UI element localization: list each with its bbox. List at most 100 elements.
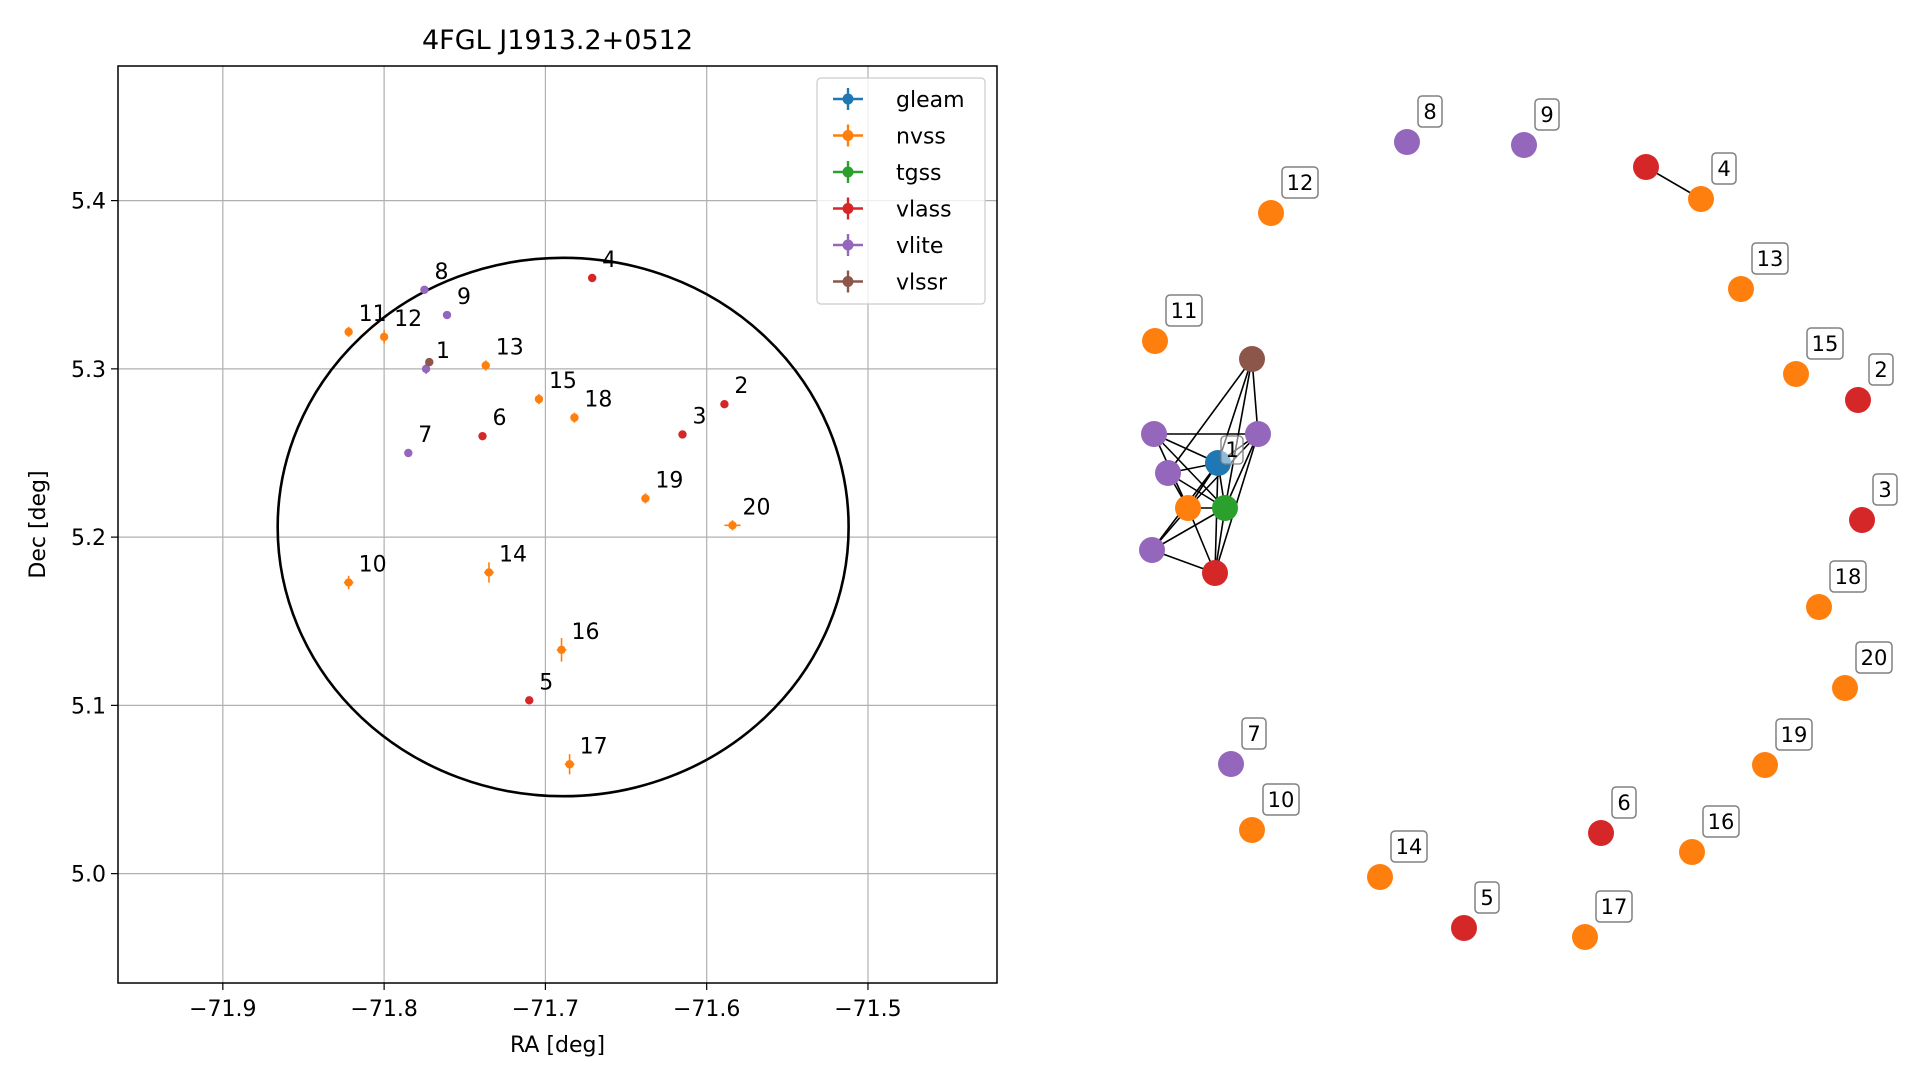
graph-node-vlite (1245, 421, 1271, 447)
node-label-text: 9 (1540, 103, 1553, 127)
point-nvss (556, 638, 567, 662)
legend-label: tgss (896, 161, 942, 186)
point-vlite (420, 285, 429, 294)
legend-entry-vlass: vlass (833, 197, 952, 223)
node-label: 3 (1872, 473, 1898, 506)
point-marker (678, 430, 687, 439)
x-axis-ticks: −71.9 −71.8 −71.7 −71.6 −71.5 (189, 983, 902, 1022)
node-label-text: 20 (1861, 646, 1888, 670)
point-marker (484, 568, 494, 577)
legend-label: vlssr (896, 271, 948, 296)
legend-marker (842, 276, 854, 287)
graph-edge (1151, 507, 1226, 551)
node-label: 2 (1868, 353, 1894, 386)
point-nvss (724, 520, 741, 531)
graph-node-nvss (1688, 186, 1714, 212)
point-marker (478, 431, 487, 441)
graph-node-vlass (1202, 560, 1228, 586)
y-tick-label: 5.0 (71, 863, 106, 888)
point-marker (481, 361, 490, 370)
graph-node-vlite (1139, 537, 1165, 563)
node-label: 7 (1241, 717, 1267, 750)
point-label: 2 (734, 374, 748, 399)
y-axis-title: Dec [deg] (26, 470, 51, 578)
point-marker (404, 448, 413, 458)
point-vlass (478, 431, 487, 441)
node-label-text: 12 (1287, 171, 1314, 195)
y-tick-label: 5.4 (71, 190, 106, 215)
node-label-text: 19 (1781, 723, 1808, 747)
point-marker (565, 760, 574, 769)
node-label-box (1595, 890, 1633, 923)
point-label: 3 (692, 404, 706, 429)
node-label-box (1281, 166, 1319, 199)
node-label: 15 (1806, 327, 1844, 360)
graph-node-vlite (1394, 129, 1420, 155)
graph-node-vlite (1141, 421, 1167, 447)
node-label: 11 (1165, 294, 1203, 327)
node-label-text: 16 (1708, 810, 1735, 834)
point-label: 7 (418, 423, 432, 448)
point-marker (525, 696, 534, 705)
node-label: 4 (1711, 152, 1737, 185)
legend-marker (842, 93, 854, 105)
node-label-box (1868, 353, 1894, 386)
node-label-box (1262, 783, 1300, 816)
graph-node-nvss (1239, 817, 1265, 843)
graph-edge (1214, 462, 1219, 574)
graph-node-vlite (1155, 460, 1181, 486)
node-label-text: 13 (1757, 247, 1784, 271)
point-nvss (534, 394, 544, 405)
y-tick-label: 5.2 (71, 526, 106, 551)
legend-label: vlite (896, 234, 943, 259)
point-vlass (587, 273, 597, 283)
node-label: 17 (1595, 890, 1633, 923)
node-label-text: 2 (1874, 358, 1887, 382)
node-label-text: 8 (1423, 100, 1436, 124)
point-label: 16 (572, 620, 600, 645)
node-label-box (1711, 152, 1737, 185)
point-marker (728, 521, 737, 530)
node-label-text: 3 (1878, 478, 1891, 502)
chart-title: 4FGL J1913.2+0512 (422, 25, 693, 56)
point-vlite (421, 363, 431, 374)
point-label: 9 (457, 285, 471, 310)
point-marker (421, 364, 431, 374)
graph-edge (1224, 433, 1259, 509)
node-label-box (1241, 717, 1267, 750)
graph-node-nvss (1175, 495, 1201, 521)
node-label-box (1611, 786, 1637, 819)
point-label: 10 (359, 553, 387, 578)
legend-entry-tgss: tgss (833, 161, 942, 186)
point-label: 1 (436, 339, 450, 364)
node-label: 14 (1390, 830, 1428, 863)
node-label: 20 (1855, 641, 1893, 674)
x-axis-title: RA [deg] (510, 1033, 605, 1058)
node-label-box (1775, 718, 1813, 751)
localization-ellipse (276, 256, 850, 798)
plot-frame (117, 65, 998, 984)
graph-edge (1153, 433, 1226, 509)
node-label: 19 (1775, 718, 1813, 751)
network-panel: 2 3 4 5 6 7 8 9 10 11 12 13 14 15 16 17 18 19 20 1 (1139, 95, 1898, 950)
graph-node-nvss (1806, 594, 1832, 620)
legend-marker (842, 166, 854, 178)
point-label: 4 (602, 248, 616, 273)
graph-node-nvss (1679, 839, 1705, 865)
point-vlite (442, 310, 452, 320)
legend-entry-nvss: nvss (833, 124, 946, 150)
graph-node-tgss (1212, 495, 1238, 521)
y-tick-label: 5.3 (71, 358, 106, 383)
node-label-text: 10 (1268, 788, 1295, 812)
node-label: 18 (1829, 560, 1867, 593)
cluster-label-box (1220, 435, 1244, 465)
node-label-box (1872, 473, 1898, 506)
legend-marker (842, 239, 854, 251)
point-label: 20 (742, 495, 770, 520)
node-label-text: 7 (1247, 722, 1260, 746)
graph-node-vlass (1845, 387, 1871, 413)
point-label: 8 (434, 260, 448, 285)
ellipse-layer (276, 256, 850, 798)
